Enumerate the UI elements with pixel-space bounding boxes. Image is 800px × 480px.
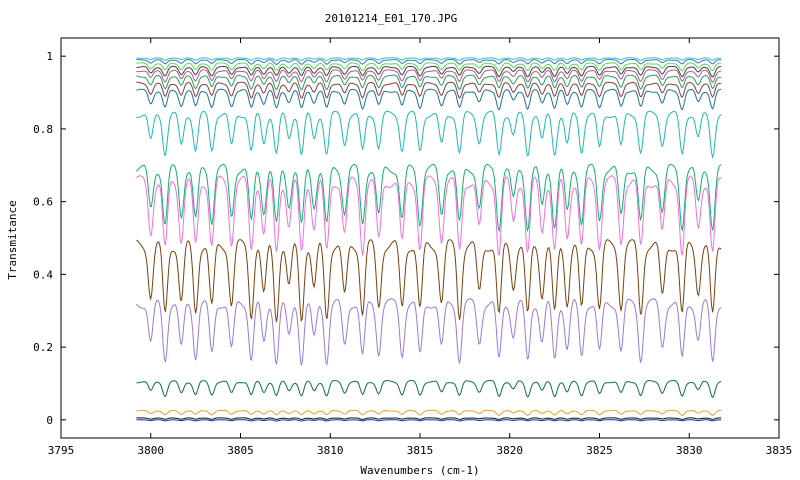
x-tick-label: 3820 (497, 444, 524, 457)
series-line (136, 110, 722, 160)
x-tick-label: 3815 (407, 444, 434, 457)
x-tick-label: 3835 (766, 444, 793, 457)
series-line (136, 88, 722, 111)
series-line (136, 58, 722, 65)
y-axis: 0 0.2 0.4 0.6 0.8 1 (33, 50, 779, 427)
series-line (136, 239, 722, 323)
series-line (136, 57, 722, 61)
series-line (136, 74, 722, 91)
series-line (136, 81, 722, 100)
series-line (136, 69, 722, 84)
y-tick-label: 0.6 (33, 196, 53, 209)
x-tick-label: 3810 (317, 444, 344, 457)
series-line (136, 379, 722, 399)
series-line (136, 419, 722, 422)
y-tick-label: 0.8 (33, 123, 53, 136)
series-line (136, 65, 722, 78)
y-tick-label: 0.2 (33, 341, 53, 354)
y-tick-label: 0 (46, 414, 53, 427)
chart-title: 20101214_E01_170.JPG (325, 12, 457, 25)
x-axis-label: Wavenumbers (cm-1) (360, 464, 479, 477)
series-line (136, 175, 722, 257)
x-tick-label: 3800 (138, 444, 165, 457)
x-tick-label: 3830 (676, 444, 703, 457)
x-tick-label: 3805 (227, 444, 254, 457)
y-tick-label: 1 (46, 50, 53, 63)
y-axis-label: Transmitance (6, 200, 19, 279)
y-tick-label: 0.4 (33, 268, 53, 281)
x-tick-label: 3795 (48, 444, 75, 457)
series-line (136, 163, 722, 233)
x-tick-label: 3825 (586, 444, 613, 457)
series-line (136, 298, 722, 366)
x-axis: 3795 3800 3805 3810 3815 3820 3825 3830 3835 (48, 38, 793, 457)
series-line (136, 62, 722, 72)
plot-frame (60, 37, 780, 439)
series-line (136, 409, 722, 416)
series-line (136, 417, 722, 421)
series-layer (136, 57, 722, 422)
